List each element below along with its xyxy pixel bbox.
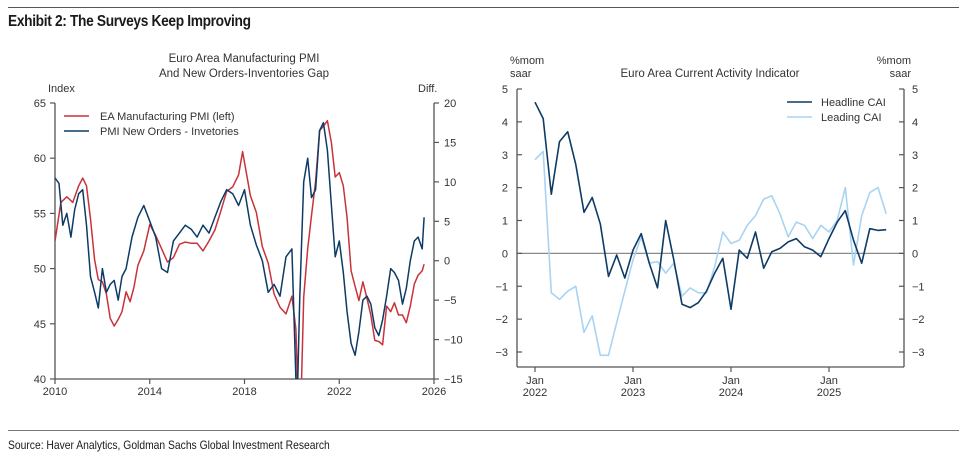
cai-x-tick-label-month: Jan (722, 375, 740, 387)
exhibit-title: Exhibit 2: The Surveys Keep Improving (8, 13, 251, 30)
cai-legend: Headline CAI Leading CAI (787, 97, 886, 124)
cai-right-tick-label: 0 (912, 248, 918, 260)
pmi-left-tick-label: 65 (34, 98, 46, 110)
cai-left-axis-label-line2: saar (510, 68, 532, 80)
legend-label-leading-cai: Leading CAI (821, 112, 882, 124)
pmi-right-tick-label: 5 (444, 216, 450, 228)
pmi-series (55, 119, 425, 379)
cai-x-tick-label-year: 2023 (621, 387, 645, 399)
pmi-axes: 40 45 50 55 60 65 −15 −10 −5 0 5 10 15 20 2010 2014 2018… (34, 98, 463, 398)
cai-axes: −3 −3−2 −2−1 −10 01 12 23 34 45 5Jan2022Jan2023Ja… (495, 84, 924, 399)
cai-left-tick-label: −2 (495, 314, 508, 326)
leading-cai-line (534, 150, 887, 357)
cai-x-tick-label-month: Jan (624, 375, 642, 387)
cai-x-tick-label-month: Jan (820, 375, 838, 387)
pmi-chart-title-line2: And New Orders-Inventories Gap (159, 68, 329, 80)
cai-right-tick-label: 4 (912, 117, 918, 129)
pmi-legend: EA Manufacturing PMI (left) PMI New Orde… (64, 111, 239, 138)
legend-label-headline-cai: Headline CAI (821, 97, 886, 109)
pmi-x-tick-label: 2018 (232, 386, 256, 398)
cai-left-tick-label: 2 (502, 183, 508, 195)
cai-right-tick-label: 3 (912, 150, 918, 162)
pmi-left-tick-label: 55 (34, 208, 46, 220)
new-orders-inventories-line (55, 121, 425, 379)
cai-chart: Euro Area Current Activity Indicator %mo… (495, 55, 924, 399)
pmi-right-tick-label: 15 (444, 137, 456, 149)
cai-left-tick-label: 1 (502, 216, 508, 228)
cai-right-tick-label: 2 (912, 183, 918, 195)
legend-label-new-orders-inventories: PMI New Orders - Invetories (100, 126, 239, 138)
pmi-right-tick-label: −5 (444, 295, 457, 307)
pmi-left-tick-label: 45 (34, 319, 46, 331)
cai-right-tick-label: −2 (912, 314, 925, 326)
pmi-x-tick-label: 2026 (422, 386, 446, 398)
pmi-x-tick-label: 2022 (327, 386, 351, 398)
cai-right-axis-label-line2: saar (890, 68, 912, 80)
pmi-left-axis-label: Index (48, 83, 75, 95)
cai-left-tick-label: −1 (495, 281, 508, 293)
cai-right-axis-label-line1: %mom (877, 55, 911, 67)
cai-x-tick-label-year: 2022 (523, 387, 547, 399)
pmi-right-axis-label: Diff. (418, 83, 437, 95)
cai-left-tick-label: 5 (502, 84, 508, 96)
cai-x-tick-label-year: 2025 (817, 387, 841, 399)
pmi-x-tick-label: 2014 (138, 386, 162, 398)
pmi-right-tick-label: 0 (444, 256, 450, 268)
bottom-divider (8, 430, 959, 431)
pmi-chart-title-line1: Euro Area Manufacturing PMI (169, 53, 320, 65)
cai-right-tick-label: 5 (912, 84, 918, 96)
cai-x-tick-label-year: 2024 (719, 387, 743, 399)
pmi-right-tick-label: 10 (444, 177, 456, 189)
cai-right-tick-label: 1 (912, 216, 918, 228)
cai-left-tick-label: 4 (502, 117, 508, 129)
cai-left-tick-label: 0 (502, 248, 508, 260)
top-divider (8, 7, 959, 8)
cai-left-axis-label-line1: %mom (510, 55, 544, 67)
cai-right-tick-label: −1 (912, 281, 925, 293)
cai-series (534, 101, 887, 357)
cai-right-tick-label: −3 (912, 347, 925, 359)
headline-cai-line (534, 101, 887, 311)
source-note: Source: Haver Analytics, Goldman Sachs G… (8, 438, 330, 452)
pmi-right-tick-label: 20 (444, 98, 456, 110)
pmi-left-tick-label: 60 (34, 153, 46, 165)
legend-label-pmi: EA Manufacturing PMI (left) (100, 111, 235, 123)
pmi-left-tick-label: 40 (34, 374, 46, 386)
cai-x-tick-label-month: Jan (526, 375, 544, 387)
pmi-line (55, 119, 425, 379)
cai-left-tick-label: 3 (502, 150, 508, 162)
pmi-x-tick-label: 2010 (43, 386, 67, 398)
cai-chart-title: Euro Area Current Activity Indicator (621, 68, 800, 80)
cai-left-tick-label: −3 (495, 347, 508, 359)
pmi-right-tick-label: −10 (444, 335, 463, 347)
pmi-chart: Euro Area Manufacturing PMI And New Orde… (34, 53, 463, 398)
pmi-right-tick-label: −15 (444, 374, 463, 386)
pmi-left-tick-label: 50 (34, 264, 46, 276)
